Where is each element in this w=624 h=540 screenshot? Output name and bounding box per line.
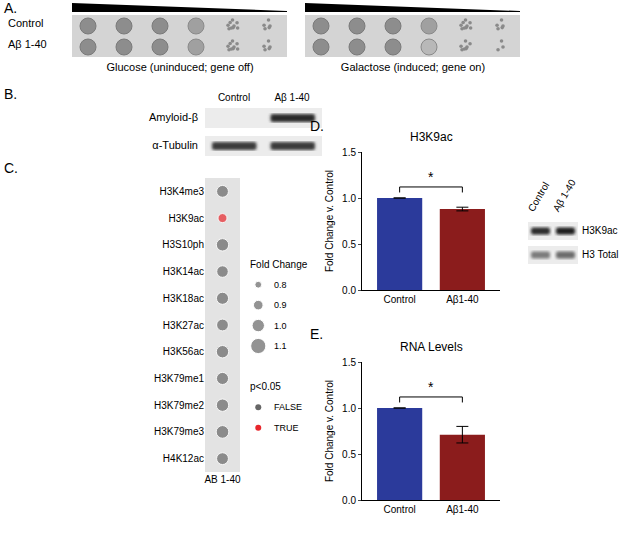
svg-text:H3S10ph: H3S10ph (162, 239, 204, 250)
svg-text:Fold Change: Fold Change (250, 259, 308, 270)
html-text:Control: Control (525, 180, 552, 214)
html-text:H3 Total: H3 Total (582, 249, 619, 260)
svg-text:0.9: 0.9 (274, 300, 287, 310)
svg-text:0.5: 0.5 (342, 449, 356, 460)
html-text:B.: B. (4, 86, 18, 102)
svg-text:H3K9ac: H3K9ac (168, 213, 204, 224)
html-text:H3K9ac: H3K9ac (582, 225, 618, 236)
svg-text:1.1: 1.1 (274, 341, 287, 351)
html-text:Aβ 1-40: Aβ 1-40 (8, 38, 47, 50)
svg-text:H3K79me2: H3K79me2 (154, 400, 204, 411)
svg-text:TRUE: TRUE (274, 423, 299, 433)
svg-text:1.5: 1.5 (342, 147, 356, 158)
svg-text:AB 1-40: AB 1-40 (204, 474, 241, 485)
html-text:C.: C. (4, 160, 18, 176)
html-text:α-Tubulin: α-Tubulin (152, 139, 198, 151)
svg-text:Aβ1-40: Aβ1-40 (446, 294, 479, 305)
svg-text:H3K14ac: H3K14ac (163, 266, 204, 277)
svg-text:1.0: 1.0 (274, 321, 287, 331)
html-text:D.: D. (310, 118, 324, 134)
svg-text:H3K79me3: H3K79me3 (154, 426, 204, 437)
svg-text:1.0: 1.0 (342, 403, 356, 414)
html-text:Glucose (uninduced; gene off): Glucose (uninduced; gene off) (106, 61, 254, 73)
svg-text:H3K9ac: H3K9ac (410, 130, 453, 144)
svg-text:H3K56ac: H3K56ac (163, 346, 204, 357)
svg-text:0.8: 0.8 (274, 280, 287, 290)
svg-text:Control: Control (384, 294, 416, 305)
html-text:Control: Control (217, 92, 251, 103)
svg-text:0.0: 0.0 (342, 285, 356, 296)
svg-text:Aβ1-40: Aβ1-40 (446, 504, 479, 515)
svg-text:Control: Control (384, 504, 416, 515)
svg-text:p<0.05: p<0.05 (250, 381, 281, 392)
svg-text:Fold Change v. Control: Fold Change v. Control (324, 380, 335, 482)
html-text:E.: E. (310, 326, 324, 342)
svg-text:H3K4me3: H3K4me3 (160, 186, 205, 197)
html-text:Amyloid-β: Amyloid-β (148, 111, 198, 123)
html-text:Aβ 1-40: Aβ 1-40 (274, 92, 310, 103)
html-text:Control: Control (8, 17, 44, 29)
svg-text:*: * (428, 169, 434, 185)
svg-text:H3K27ac: H3K27ac (163, 320, 204, 331)
svg-text:*: * (428, 379, 434, 395)
svg-text:Fold Change v. Control: Fold Change v. Control (324, 170, 335, 272)
svg-text:0.5: 0.5 (342, 239, 356, 250)
svg-text:H4K12ac: H4K12ac (163, 453, 204, 464)
html-text:Aβ 1-40: Aβ 1-40 (550, 177, 578, 214)
svg-text:H3K18ac: H3K18ac (163, 293, 204, 304)
svg-text:1.5: 1.5 (342, 357, 356, 368)
svg-text:0.0: 0.0 (342, 495, 356, 506)
svg-text:H3K79me1: H3K79me1 (154, 373, 204, 384)
svg-text:1.0: 1.0 (342, 193, 356, 204)
svg-text:FALSE: FALSE (274, 402, 302, 412)
html-text:Galactose (induced; gene on): Galactose (induced; gene on) (340, 61, 486, 73)
svg-text:RNA Levels: RNA Levels (400, 340, 463, 354)
html-text:A.: A. (4, 0, 18, 16)
